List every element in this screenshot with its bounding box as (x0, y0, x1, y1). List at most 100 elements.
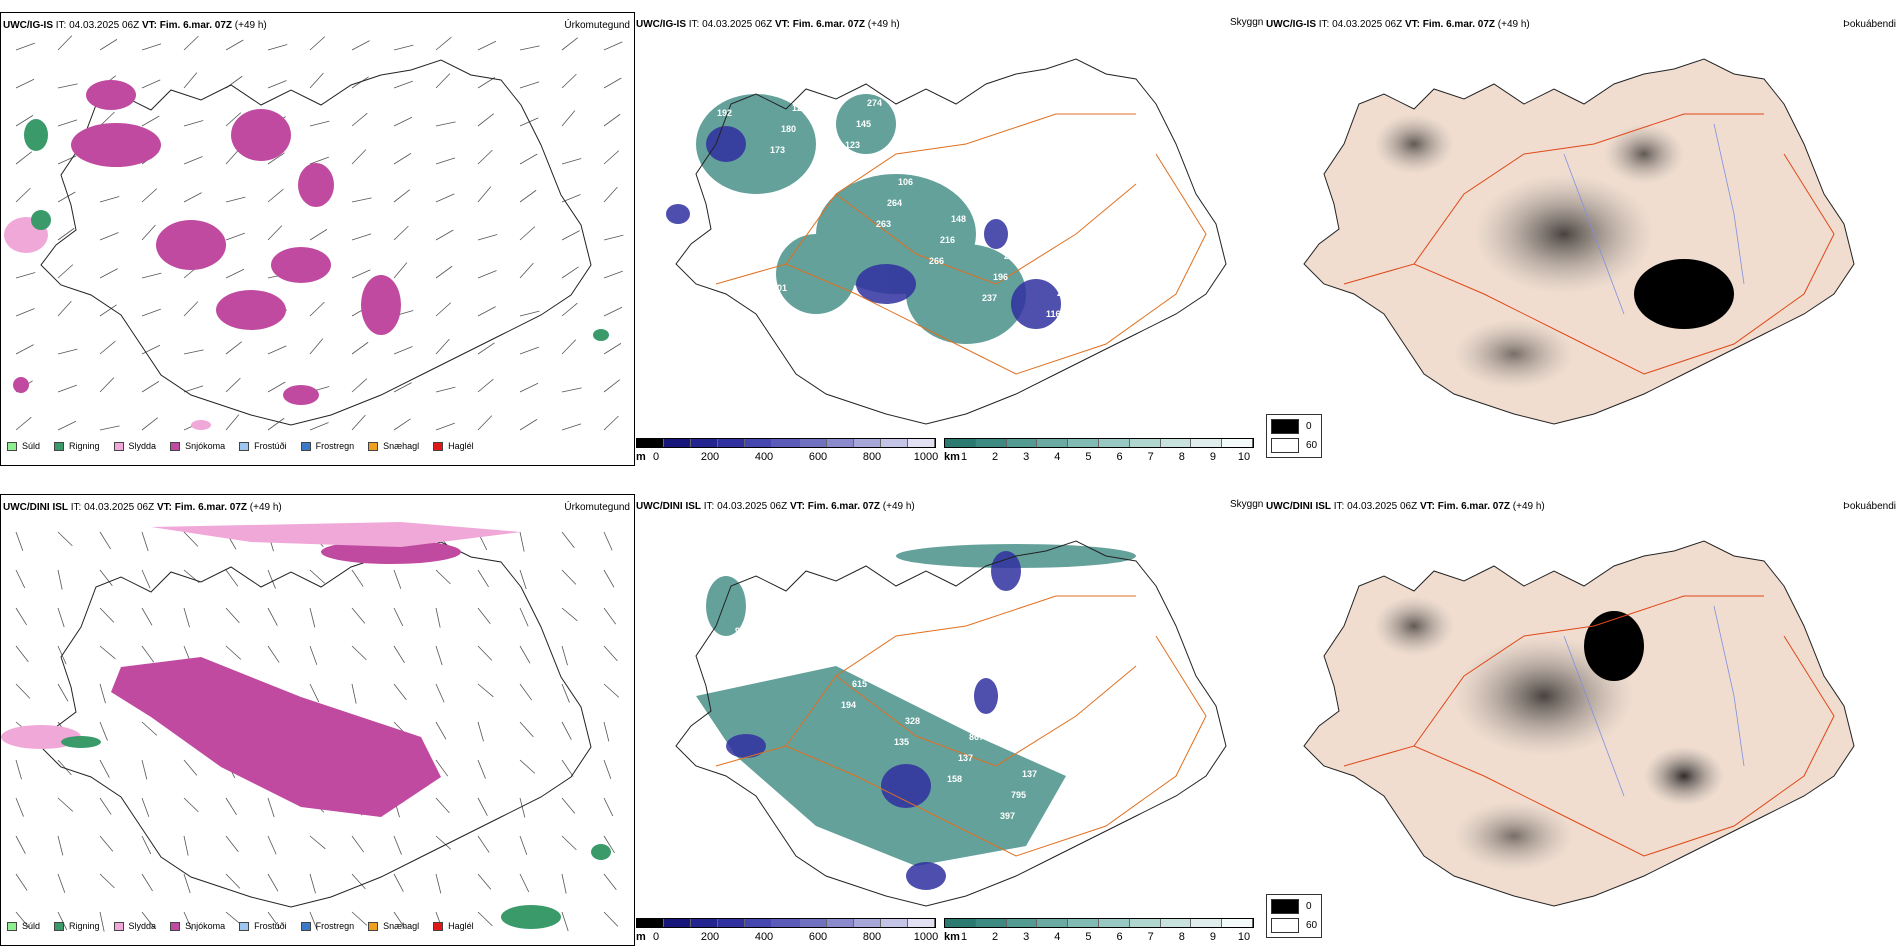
wind-barb (351, 378, 368, 393)
fog-legend-swatch (1271, 419, 1299, 434)
wind-barb (15, 873, 28, 891)
wind-barb (225, 148, 240, 165)
height-label: 266 (929, 256, 944, 266)
wind-barb (477, 683, 494, 698)
legend-swatch (7, 441, 17, 451)
wind-barb (57, 420, 77, 431)
wind-barb (393, 153, 412, 165)
legend-item-frostregn: Frostregn (300, 921, 354, 931)
wind-barb (309, 607, 316, 628)
wind-barb (225, 645, 242, 660)
wind-barb (141, 911, 155, 929)
wind-barb (267, 44, 288, 51)
wind-barb (603, 911, 619, 927)
wind-barbs (15, 35, 624, 431)
height-label: 197 (973, 172, 988, 182)
wind-barb (435, 835, 452, 850)
colorbar-segment (799, 919, 827, 927)
visibility-colorbar: km 1 2 3 4 5 6 7 8 9 10 (944, 918, 1254, 944)
legend-label: Rigning (69, 441, 100, 451)
height-label: 135 (894, 737, 909, 747)
wind-barb (561, 110, 576, 127)
height-label: 102 (803, 362, 818, 372)
wind-barb (351, 414, 366, 431)
wind-barb (267, 152, 285, 165)
wind-barb (435, 229, 454, 241)
wind-barb (477, 378, 494, 393)
wind-barb (141, 344, 161, 355)
rivers (1563, 123, 1745, 315)
colorbar-tick: 2 (992, 931, 999, 943)
wind-barb (141, 645, 155, 663)
iceland-map-visibility: 96 115 194 135 158 397 151 212 230 615 328 137 795 24… (675, 540, 1227, 907)
wind-barb (351, 40, 370, 51)
fog-panel-row2: UWC/DINI ISL IT: 04.03.2025 06Z VT: Fim.… (1264, 494, 1900, 944)
wind-barb (393, 911, 406, 929)
wind-barb (393, 189, 411, 203)
height-label: 154 (863, 658, 878, 668)
colorbar-tick: 200 (700, 451, 720, 463)
fog-legend-swatch (1271, 899, 1299, 914)
wind-barb (57, 797, 74, 812)
colorbar-segment (1191, 439, 1223, 447)
colorbar-segment (907, 919, 936, 927)
wind-barb (183, 385, 204, 393)
wind-barbs (15, 531, 620, 932)
wind-barb (141, 607, 153, 626)
legend-item-frostúði: Frostúði (239, 441, 287, 451)
height-colorbar: m 0 200 400 600 800 1000 (636, 918, 938, 944)
cloud-base-panel-row2: UWC/DINI ISL IT: 04.03.2025 06Z VT: Fim.… (636, 494, 1266, 944)
wind-barb (57, 759, 72, 776)
colorbar-segment (1222, 439, 1253, 447)
colorbar-segment (1222, 919, 1253, 927)
colorbar-segment (826, 919, 854, 927)
colorbar-segment (853, 919, 881, 927)
legend-swatch (433, 921, 444, 931)
fog-legend-label: 60 (1306, 440, 1318, 451)
wind-barb (603, 759, 612, 779)
colorbar-unit: m (636, 451, 646, 463)
wind-barb (435, 721, 447, 740)
colorbar-tick: 7 (1147, 451, 1154, 463)
visibility-colorbar: km 1 2 3 4 5 6 7 8 9 10 (944, 438, 1254, 464)
colorbar-tick: 4 (1054, 451, 1061, 463)
field-name: Þokuábendi (1843, 19, 1896, 30)
wind-barb (141, 835, 152, 855)
wind-barb (183, 72, 198, 89)
wind-barb (267, 188, 284, 203)
low-cloud-areas (666, 126, 1061, 329)
wind-barb (99, 683, 106, 704)
wind-barb (351, 269, 371, 279)
wind-barb (267, 417, 285, 431)
wind-barb (267, 381, 286, 393)
wind-barb (183, 349, 204, 355)
field-name: Úrkomutegund (564, 502, 630, 513)
wind-barb (57, 191, 76, 203)
wind-barb (603, 270, 623, 279)
wind-barb (603, 797, 614, 817)
wind-barb (141, 569, 151, 589)
wind-barb (225, 797, 237, 816)
wind-barb (141, 188, 158, 203)
wind-barb (393, 80, 413, 89)
wind-barb (477, 569, 489, 588)
wind-barb (393, 607, 404, 627)
wind-barb (477, 342, 495, 355)
colorbar-segment (1129, 439, 1161, 447)
wind-barb (225, 911, 242, 926)
wind-barb (15, 416, 32, 431)
colorbar-segment (637, 919, 665, 927)
colorbar-unit: m (636, 931, 646, 943)
wind-barb (15, 115, 34, 127)
colorbar-segment (975, 919, 1007, 927)
precip-legend: Súld Rigning Slydda Snjókoma Frostúði Frostre… (7, 441, 488, 451)
height-label: 118 (834, 161, 849, 171)
height-colorbar: m 0 200 400 600 800 1000 (636, 438, 938, 464)
height-label: 246 (1035, 330, 1050, 340)
wind-barb (351, 569, 364, 587)
height-label: 328 (905, 716, 920, 726)
colorbar-tick: 6 (1116, 931, 1123, 943)
wind-barb (267, 225, 283, 241)
colorbar-segment (745, 919, 773, 927)
wind-barb (561, 911, 569, 932)
